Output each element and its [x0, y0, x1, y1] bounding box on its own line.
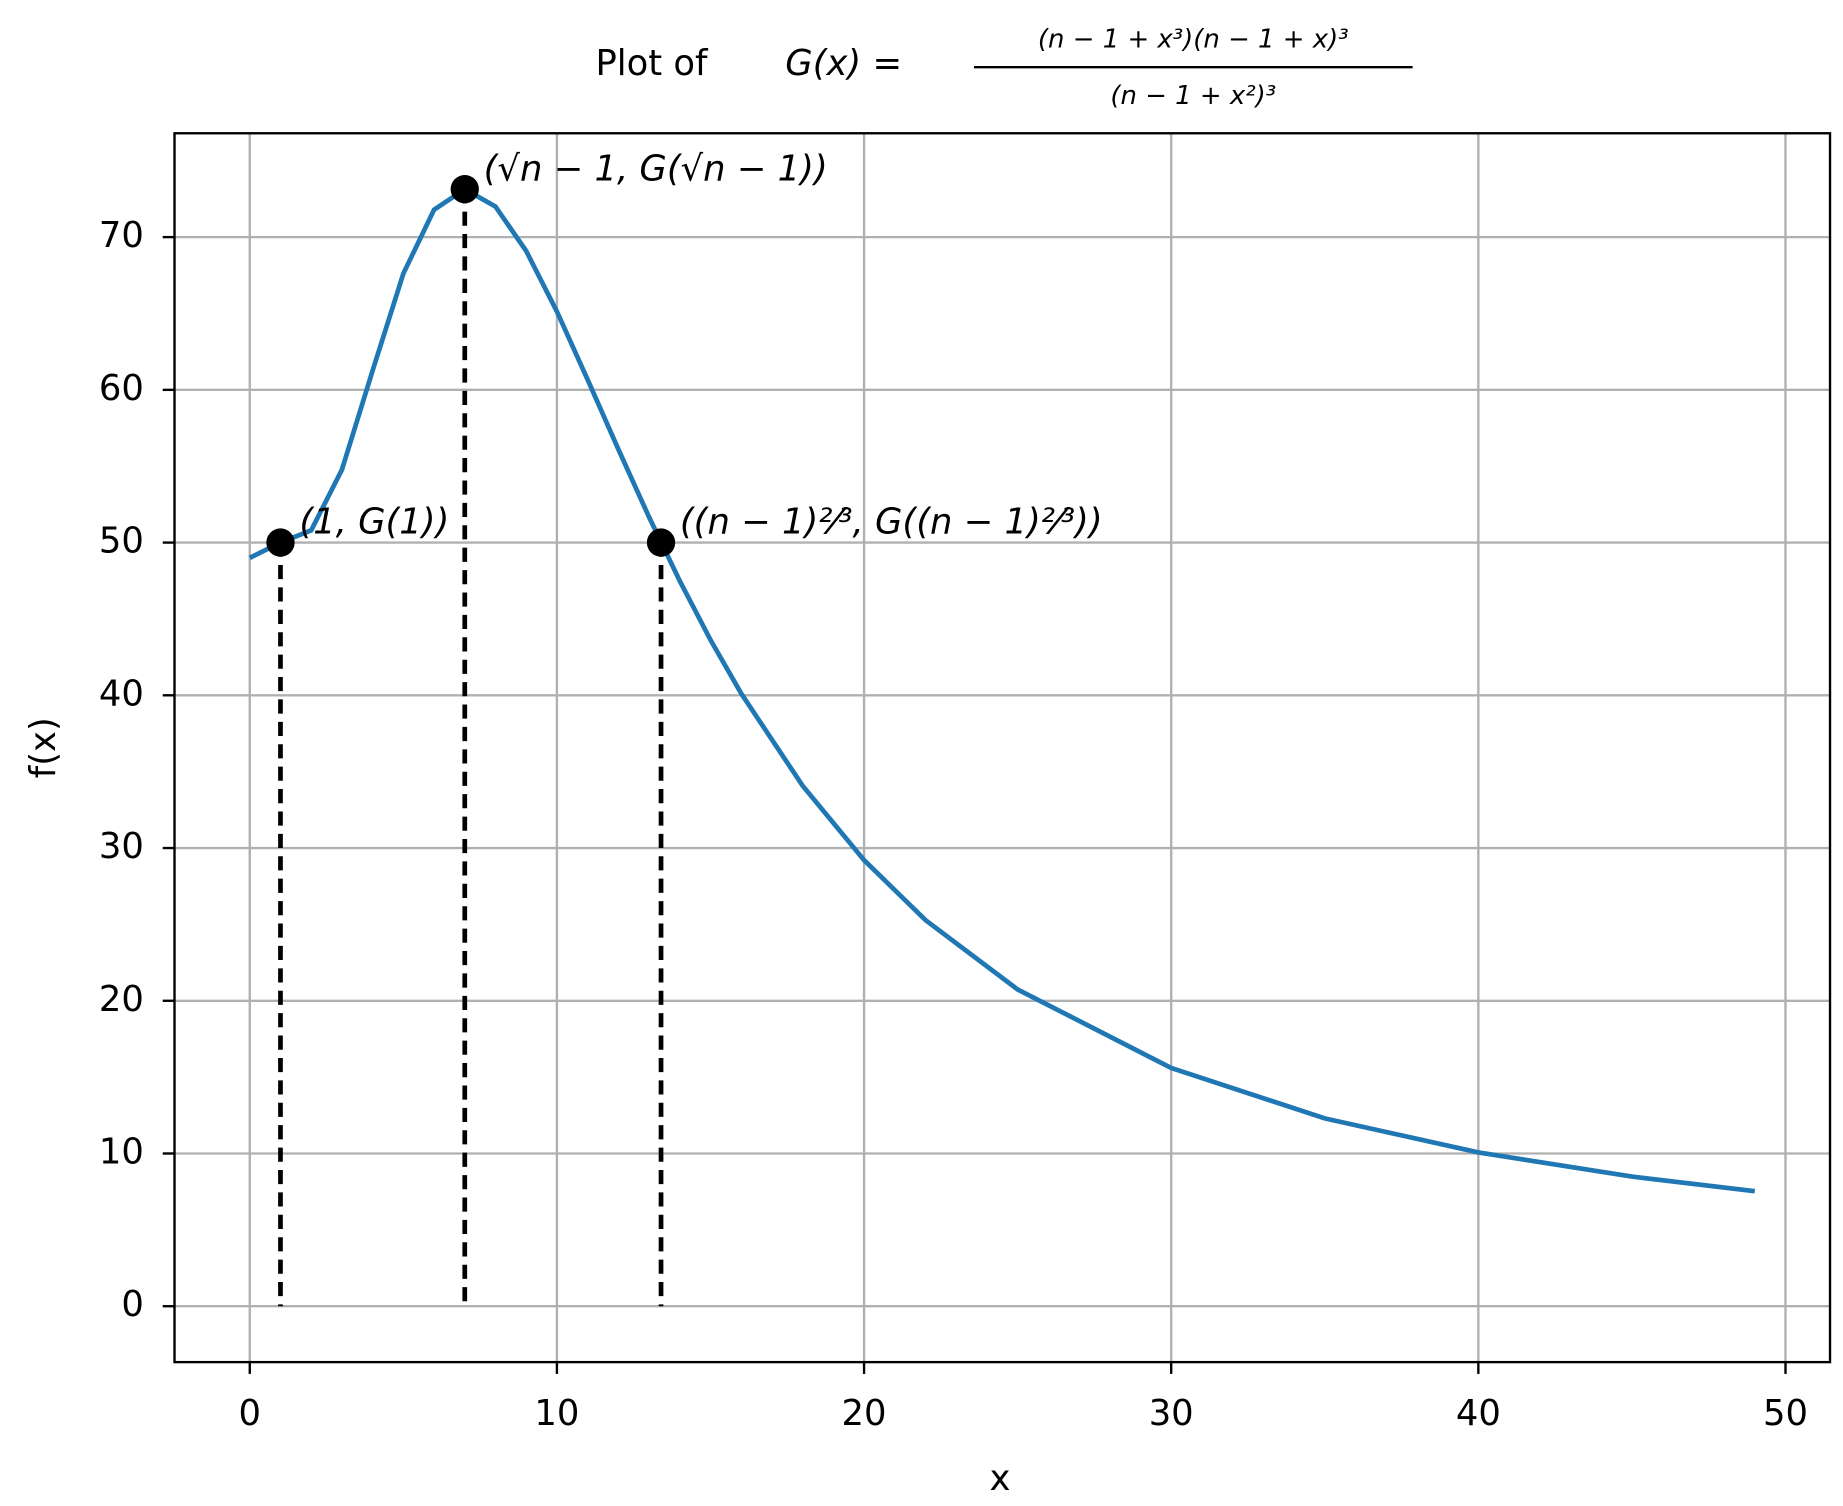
- annotation: (√n − 1, G(√n − 1)): [484, 148, 828, 189]
- annotation: (1, G(1)): [299, 502, 449, 543]
- x-tick-label: 0: [239, 1393, 261, 1434]
- x-tick-label: 50: [1763, 1393, 1808, 1434]
- x-axis-label: x: [989, 1458, 1010, 1499]
- y-tick-label: 20: [99, 979, 144, 1020]
- y-tick-label: 60: [99, 368, 144, 409]
- y-tick-label: 10: [99, 1131, 144, 1172]
- annotation: ((n − 1)²⁄³, G((n − 1)²⁄³)): [680, 502, 1103, 543]
- title-denominator: (n − 1 + x²)³: [1110, 81, 1276, 111]
- y-tick-label: 70: [99, 215, 144, 256]
- marker: [266, 528, 295, 557]
- plot-frame: [173, 132, 1832, 1364]
- x-tick-label: 20: [842, 1393, 887, 1434]
- marker: [450, 175, 479, 204]
- x-tick-label: 10: [534, 1393, 579, 1434]
- y-tick-label: 0: [121, 1284, 143, 1325]
- y-tick-label: 40: [99, 673, 144, 714]
- marker: [646, 528, 676, 557]
- y-tick-label: 50: [99, 521, 144, 562]
- y-axis-label: f(x): [23, 717, 64, 778]
- line: [248, 186, 1756, 1194]
- x-tick-label: 30: [1149, 1393, 1194, 1434]
- chart-title: Plot of: [595, 43, 709, 84]
- chart-title-lhs: G(x) =: [785, 43, 902, 84]
- title-numerator: (n − 1 + x³)(n − 1 + x)³: [1038, 25, 1349, 55]
- y-tick-label: 30: [99, 826, 144, 867]
- x-tick-label: 40: [1456, 1393, 1501, 1434]
